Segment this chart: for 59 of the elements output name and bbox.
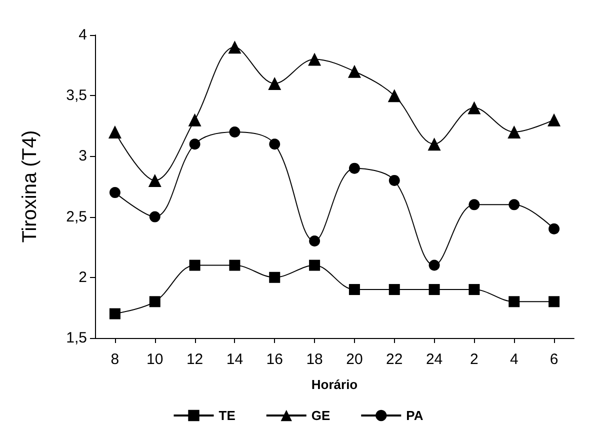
x-tick-label: 2: [470, 351, 478, 368]
x-tick-label: 16: [266, 351, 283, 368]
point: [269, 272, 280, 283]
point: [309, 260, 320, 271]
point: [109, 187, 120, 198]
point: [348, 64, 361, 78]
point: [508, 125, 521, 138]
point: [148, 174, 162, 187]
point: [468, 199, 480, 210]
x-tick-label: 14: [226, 351, 244, 368]
point: [228, 40, 242, 54]
point: [188, 113, 202, 126]
x-tick-label: 6: [550, 351, 558, 368]
y-tick-label: 1,5: [66, 330, 87, 346]
point: [309, 236, 320, 247]
point: [548, 296, 560, 308]
point: [468, 284, 480, 296]
x-tick-label: 20: [346, 351, 363, 368]
point: [149, 296, 160, 308]
point: [149, 211, 160, 222]
x-axis-title: Horário: [311, 377, 358, 392]
point: [229, 260, 240, 271]
legend-label: TE: [218, 408, 236, 423]
point: [388, 89, 401, 102]
x-tick-label: 22: [386, 351, 403, 368]
point: [428, 284, 440, 296]
x-tick-label: 10: [146, 351, 164, 368]
point: [548, 223, 560, 234]
legend-label: GE: [311, 408, 330, 423]
x-tick-label: 4: [510, 351, 518, 368]
point: [268, 76, 282, 90]
y-tick-label: 3: [78, 148, 87, 165]
point: [388, 284, 400, 296]
point: [548, 113, 561, 126]
y-tick-label: 4: [78, 26, 87, 44]
point: [468, 101, 481, 114]
point: [109, 308, 120, 320]
x-tick-label: 8: [110, 351, 120, 368]
point: [269, 138, 280, 150]
point: [229, 126, 240, 138]
point: [428, 260, 440, 271]
x-tick-label: 12: [186, 351, 204, 368]
y-axis-title: Tiroxina (T4): [19, 130, 41, 243]
point: [308, 52, 322, 66]
point: [508, 296, 520, 308]
point: [189, 138, 200, 150]
y-tick-label: 3,5: [66, 87, 87, 104]
x-tick-label: 24: [426, 351, 443, 368]
point: [348, 162, 360, 174]
point: [348, 284, 360, 296]
x-tick-label: 18: [306, 351, 323, 368]
point: [388, 174, 400, 186]
point: [508, 199, 520, 210]
point: [108, 125, 122, 138]
y-tick-label: 2: [78, 268, 87, 286]
y-tick-label: 2,5: [66, 208, 87, 226]
legend-label: PA: [406, 408, 424, 423]
point: [428, 138, 441, 151]
point: [189, 260, 200, 271]
